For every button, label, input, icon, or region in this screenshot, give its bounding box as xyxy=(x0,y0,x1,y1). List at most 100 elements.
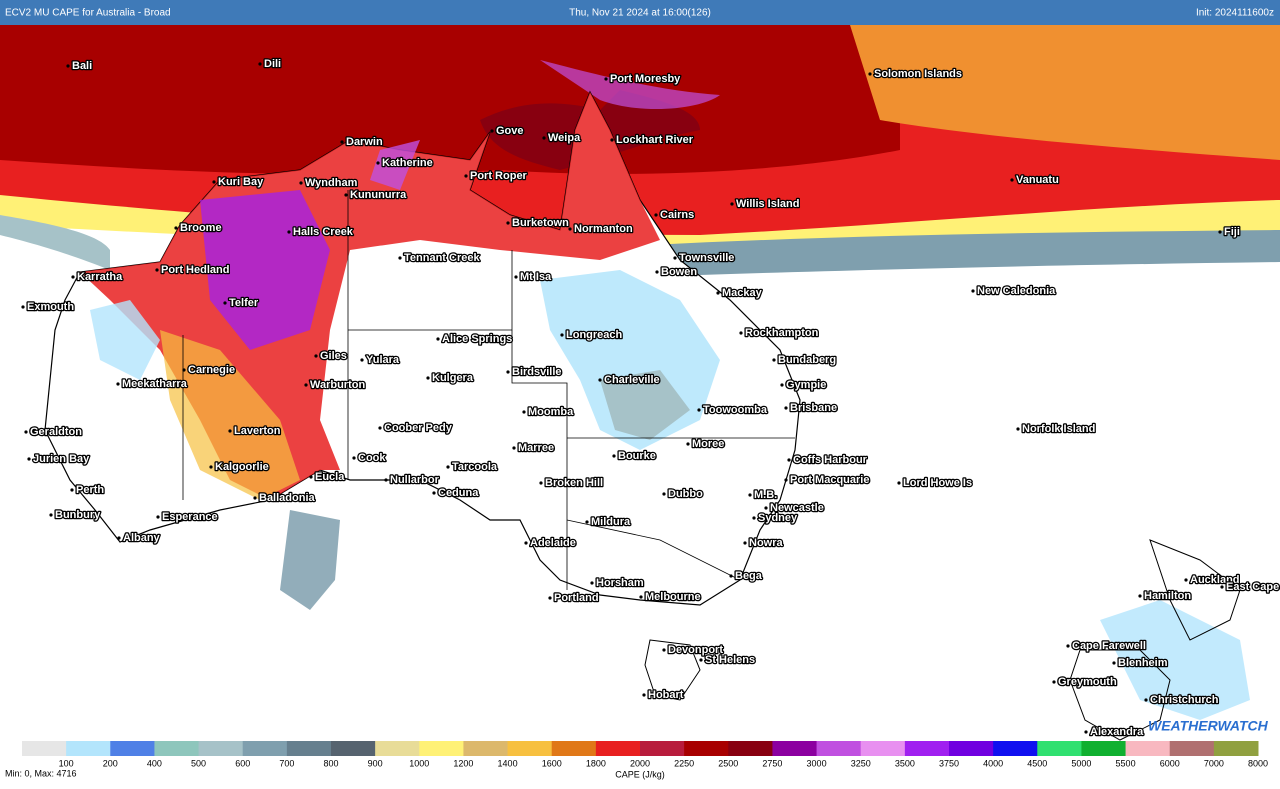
place-dot xyxy=(1220,585,1224,589)
place-dot xyxy=(490,129,494,133)
place-dot xyxy=(1138,594,1142,598)
place-dot xyxy=(868,72,872,76)
place-dot xyxy=(384,478,388,482)
place-label: Bega xyxy=(735,570,763,582)
legend-swatch xyxy=(22,741,67,756)
place-label: Nowra xyxy=(749,537,784,549)
place-label: Port Moresby xyxy=(610,73,681,85)
place-label: Exmouth xyxy=(27,301,74,313)
place-dot xyxy=(1084,730,1088,734)
place-dot xyxy=(212,180,216,184)
legend-tick-label: 1400 xyxy=(498,758,518,768)
place-label: Perth xyxy=(76,484,104,496)
place-label: Marree xyxy=(518,442,554,454)
place-label: Bourke xyxy=(618,450,656,462)
place-label: Wyndham xyxy=(305,177,358,189)
place-dot xyxy=(716,291,720,295)
place-dot xyxy=(560,333,564,337)
place-label: Kununurra xyxy=(350,189,407,201)
place-dot xyxy=(71,275,75,279)
place-label: Kuri Bay xyxy=(218,176,264,188)
place-dot xyxy=(787,458,791,462)
place-dot xyxy=(1010,178,1014,182)
legend-tick-label: 400 xyxy=(147,758,162,768)
place-dot xyxy=(314,354,318,358)
legend-swatch xyxy=(242,741,288,756)
place-dot xyxy=(66,64,70,68)
legend-tick-label: 600 xyxy=(235,758,250,768)
place-dot xyxy=(436,337,440,341)
place-dot xyxy=(1052,680,1056,684)
place-label: Geraldton xyxy=(30,426,82,438)
legend-tick-label: 2000 xyxy=(630,758,650,768)
place-dot xyxy=(228,429,232,433)
legend-tick-label: 5000 xyxy=(1071,758,1091,768)
place-dot xyxy=(464,174,468,178)
legend-tick-label: 800 xyxy=(323,758,338,768)
place-dot xyxy=(1112,661,1116,665)
place-label: Broken Hill xyxy=(545,477,603,489)
legend-tick-label: 500 xyxy=(191,758,206,768)
place-dot xyxy=(49,513,53,517)
map-field xyxy=(0,25,1280,741)
place-label: Mackay xyxy=(722,287,763,299)
legend-tick-label: 100 xyxy=(59,758,74,768)
place-label: Broome xyxy=(180,222,222,234)
place-label: Carnegie xyxy=(188,364,235,376)
legend-title: CAPE (J/kg) xyxy=(615,769,665,779)
legend-swatch xyxy=(375,741,420,756)
legend-tick-label: 3250 xyxy=(851,758,871,768)
place-label: Kalgoorlie xyxy=(215,461,269,473)
legend-swatch xyxy=(331,741,376,756)
legend-tick-label: 4000 xyxy=(983,758,1003,768)
place-dot xyxy=(642,693,646,697)
place-label: Brisbane xyxy=(790,402,837,414)
place-label: Fiji xyxy=(1224,226,1240,238)
place-label: Willis Island xyxy=(736,198,799,210)
place-dot xyxy=(612,454,616,458)
place-label: Blenheim xyxy=(1118,657,1168,669)
place-dot xyxy=(258,62,262,66)
place-dot xyxy=(739,331,743,335)
place-dot xyxy=(784,406,788,410)
legend-swatch xyxy=(1169,741,1215,756)
place-label: Vanuatu xyxy=(1016,174,1059,186)
legend-tick-label: 3000 xyxy=(807,758,827,768)
place-dot xyxy=(398,256,402,260)
place-dot xyxy=(155,268,159,272)
place-dot xyxy=(654,213,658,217)
legend-tick-label: 7000 xyxy=(1204,758,1224,768)
place-dot xyxy=(1066,644,1070,648)
place-label: Esperance xyxy=(162,511,218,523)
legend-tick-label: 2500 xyxy=(718,758,738,768)
place-label: Norfolk Island xyxy=(1022,423,1095,435)
place-dot xyxy=(512,446,516,450)
place-label: Nullarbor xyxy=(390,474,440,486)
legend-swatch xyxy=(419,741,464,756)
place-dot xyxy=(568,227,572,231)
place-label: Mt Isa xyxy=(520,271,552,283)
place-label: Weipa xyxy=(548,132,581,144)
place-label: Birdsville xyxy=(512,366,562,378)
legend-swatch xyxy=(728,741,773,756)
place-label: Auckland xyxy=(1190,574,1240,586)
place-label: Melbourne xyxy=(645,591,701,603)
legend-swatch xyxy=(1081,741,1127,756)
place-dot xyxy=(743,541,747,545)
legend-tick-label: 5500 xyxy=(1116,758,1136,768)
legend-swatch xyxy=(463,741,509,756)
legend-swatch xyxy=(1125,741,1171,756)
place-label: Bali xyxy=(72,60,92,72)
valid-time: Thu, Nov 21 2024 at 16:00(126) xyxy=(569,8,711,19)
place-label: Tennant Creek xyxy=(404,252,480,264)
map-title: ECV2 MU CAPE for Australia - Broad xyxy=(5,8,171,19)
place-dot xyxy=(604,77,608,81)
place-label: Bowen xyxy=(661,266,697,278)
place-label: Port Hedland xyxy=(161,264,229,276)
legend-tick-label: 3750 xyxy=(939,758,959,768)
place-label: Katherine xyxy=(382,157,433,169)
place-dot xyxy=(506,221,510,225)
legend-swatch xyxy=(110,741,155,756)
place-dot xyxy=(598,378,602,382)
